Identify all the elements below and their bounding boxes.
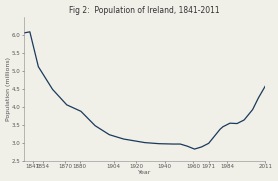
Title: Fig 2:  Population of Ireland, 1841-2011: Fig 2: Population of Ireland, 1841-2011 <box>70 6 220 14</box>
X-axis label: Year: Year <box>138 171 152 175</box>
Y-axis label: Population (millions): Population (millions) <box>6 57 11 121</box>
